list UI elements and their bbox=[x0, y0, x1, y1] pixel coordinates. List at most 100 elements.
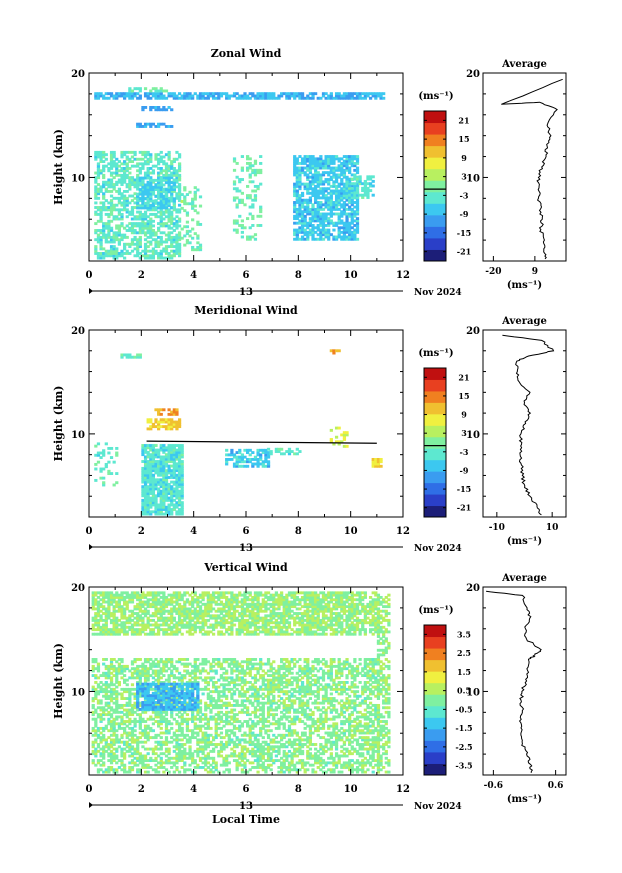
heatmap-cell bbox=[345, 632, 349, 636]
heatmap-cell bbox=[314, 214, 318, 218]
heatmap-cell bbox=[225, 621, 229, 625]
heatmap-cell bbox=[321, 625, 326, 629]
heatmap-cell bbox=[321, 233, 326, 237]
heatmap-cell bbox=[191, 612, 195, 615]
heatmap-cell bbox=[94, 738, 98, 742]
heatmap-cell bbox=[104, 667, 108, 671]
heatmap-cell bbox=[91, 667, 95, 671]
heatmap-cell bbox=[130, 92, 135, 96]
heatmap-cell bbox=[300, 92, 305, 96]
heatmap-cell bbox=[170, 630, 174, 634]
heatmap-cell bbox=[334, 623, 339, 627]
heatmap-cell bbox=[146, 194, 150, 198]
heatmap-cell bbox=[125, 616, 129, 620]
heatmap-cell bbox=[287, 609, 292, 613]
heatmap-cell bbox=[91, 752, 95, 756]
heatmap-cell bbox=[125, 183, 129, 186]
heatmap-cell bbox=[246, 235, 250, 239]
heatmap-cell bbox=[172, 466, 176, 470]
heatmap-cell bbox=[358, 618, 362, 622]
heatmap-cell bbox=[261, 605, 265, 609]
heatmap-cell bbox=[128, 167, 132, 170]
contour-line bbox=[146, 440, 377, 444]
heatmap-cell bbox=[191, 248, 195, 252]
heatmap-cell bbox=[143, 448, 148, 452]
heatmap-cell bbox=[243, 623, 247, 627]
heatmap-cell bbox=[222, 609, 226, 613]
heatmap-cell bbox=[125, 229, 129, 232]
heatmap-cell bbox=[146, 616, 150, 620]
heatmap-cell bbox=[96, 167, 101, 170]
heatmap-cell bbox=[104, 157, 108, 161]
heatmap-cell bbox=[143, 125, 148, 128]
heatmap-cell bbox=[368, 607, 373, 611]
heatmap-cell bbox=[123, 256, 127, 260]
heatmap-cell bbox=[117, 199, 121, 203]
heatmap-cell bbox=[117, 598, 121, 602]
heatmap-cell bbox=[266, 621, 271, 625]
heatmap-cell bbox=[172, 450, 176, 454]
heatmap-cell bbox=[358, 193, 362, 197]
heatmap-cell bbox=[303, 618, 307, 622]
heatmap-cell bbox=[306, 201, 310, 204]
heatmap-cell bbox=[282, 92, 286, 96]
heatmap-cell bbox=[175, 240, 179, 244]
heatmap-cell bbox=[209, 598, 213, 602]
heatmap-cell bbox=[164, 192, 169, 196]
heatmap-cell bbox=[112, 598, 116, 602]
heatmap-cell bbox=[104, 164, 108, 168]
heatmap-cell bbox=[316, 182, 320, 186]
heatmap-cell bbox=[136, 192, 140, 196]
heatmap-cell bbox=[319, 207, 323, 211]
heatmap-cell bbox=[319, 233, 323, 237]
heatmap-cell bbox=[107, 595, 111, 599]
heatmap-cell bbox=[146, 92, 150, 96]
heatmap-cell bbox=[172, 503, 176, 507]
heatmap-cell bbox=[157, 623, 161, 627]
heatmap-cell bbox=[177, 489, 182, 493]
heatmap-cell bbox=[253, 612, 258, 615]
heatmap-cell bbox=[350, 598, 354, 602]
heatmap-cell bbox=[266, 455, 271, 459]
heatmap-cell bbox=[123, 247, 127, 251]
heatmap-cell bbox=[151, 450, 156, 454]
heatmap-cell bbox=[334, 205, 339, 209]
heatmap-cell bbox=[363, 189, 367, 193]
heatmap-cell bbox=[115, 453, 119, 457]
heatmap-cell bbox=[175, 448, 179, 452]
heatmap-cell bbox=[185, 607, 190, 611]
heatmap-cell bbox=[358, 621, 362, 625]
heatmap-cell bbox=[102, 600, 106, 604]
heatmap-cell bbox=[348, 205, 352, 209]
heatmap-cell bbox=[259, 210, 263, 214]
heatmap-cell bbox=[167, 217, 171, 221]
heatmap-cell bbox=[128, 609, 132, 613]
heatmap-cell bbox=[345, 235, 349, 239]
heatmap-cell bbox=[348, 233, 352, 237]
heatmap-cell bbox=[130, 593, 135, 597]
heatmap-cell bbox=[159, 418, 163, 422]
heatmap-cell bbox=[175, 505, 179, 509]
heatmap-cell bbox=[376, 457, 381, 461]
heatmap-cell bbox=[219, 621, 224, 625]
heatmap-cell bbox=[107, 249, 111, 253]
heatmap-cell bbox=[157, 482, 161, 486]
heatmap-cell bbox=[342, 237, 347, 241]
heatmap-cell bbox=[206, 595, 210, 599]
colorbar-swatch bbox=[424, 157, 446, 170]
heatmap-cell bbox=[201, 609, 205, 613]
heatmap-cell bbox=[143, 478, 148, 482]
heatmap-cell bbox=[217, 593, 221, 597]
heatmap-cell bbox=[151, 122, 156, 126]
heatmap-cell bbox=[316, 598, 320, 602]
heatmap-cell bbox=[248, 460, 252, 464]
heatmap-cell bbox=[115, 623, 119, 627]
heatmap-cell bbox=[332, 191, 336, 195]
heatmap-cell bbox=[350, 625, 354, 629]
heatmap-cell bbox=[269, 450, 273, 453]
heatmap-cell bbox=[219, 92, 224, 96]
heatmap-cell bbox=[167, 482, 171, 486]
heatmap-cell bbox=[206, 607, 210, 611]
heatmap-cell bbox=[149, 482, 153, 486]
heatmap-cell bbox=[177, 471, 182, 475]
